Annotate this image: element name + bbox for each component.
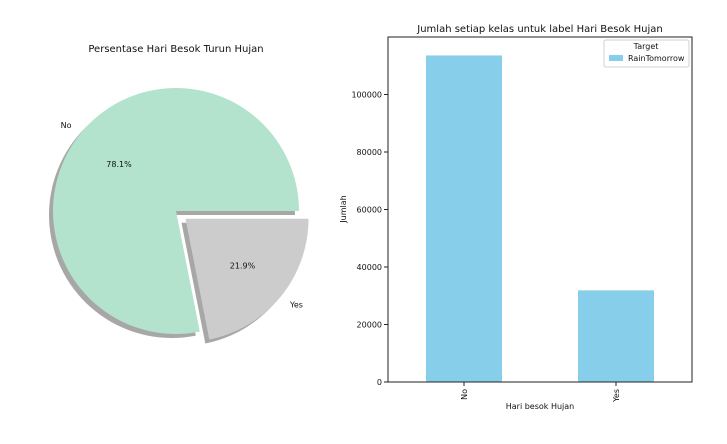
pie-labels: 78.1% No 21.9% Yes: [61, 121, 303, 310]
y-axis: 0 20000 40000 60000 80000 100000: [351, 91, 388, 387]
legend-title: Target: [633, 42, 659, 51]
x-tick-label-yes: Yes: [612, 389, 621, 403]
pie-category-label-no: No: [61, 121, 72, 130]
x-axis: No Yes: [460, 382, 621, 403]
pie-chart: Persentase Hari Besok Turun Hujan 78.1% N…: [48, 44, 309, 344]
pie-slice-no: [52, 87, 299, 334]
bar-no: [426, 55, 502, 382]
x-tick-label-no: No: [460, 389, 469, 400]
bar-yes: [578, 290, 654, 382]
y-tick-label: 20000: [357, 321, 382, 330]
y-tick-label: 0: [377, 378, 382, 387]
pie-title: Persentase Hari Besok Turun Hujan: [88, 44, 263, 55]
bar-title: Jumlah setiap kelas untuk label Hari Bes…: [416, 24, 662, 35]
y-tick-label: 60000: [357, 206, 382, 215]
y-tick-label: 40000: [357, 263, 382, 272]
y-tick-label: 80000: [357, 148, 382, 157]
y-tick-label: 100000: [351, 91, 382, 100]
legend: Target RainTomorrow: [603, 39, 690, 68]
pie-slice-yes: [185, 218, 309, 340]
legend-swatch: [609, 55, 623, 61]
x-axis-label: Hari besok Hujan: [506, 402, 575, 411]
pie-category-label-yes: Yes: [289, 301, 303, 310]
pie-slices: [52, 87, 309, 340]
pie-pct-label-no: 78.1%: [106, 160, 132, 169]
pie-pct-label-yes: 21.9%: [230, 262, 256, 271]
y-axis-label: Jumlah: [339, 195, 348, 223]
bar-series-raintomorrow: [426, 55, 654, 382]
legend-label: RainTomorrow: [628, 54, 685, 63]
bar-chart: Jumlah setiap kelas untuk label Hari Bes…: [339, 24, 693, 411]
legend-box: [603, 39, 690, 68]
